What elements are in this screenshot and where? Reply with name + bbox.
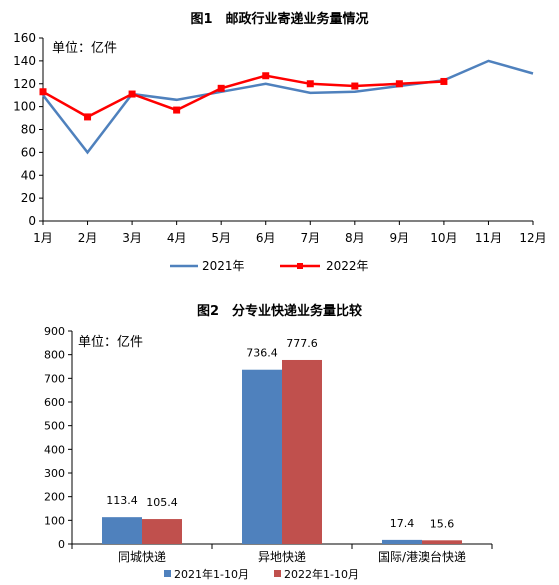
y-tick-label: 120: [13, 77, 36, 91]
bar-2022: [422, 540, 462, 544]
y-tick-label: 400: [44, 443, 65, 456]
x-tick-label: 异地快递: [258, 550, 306, 564]
bar-value-label: 777.6: [286, 337, 318, 350]
bar-value-label: 15.6: [430, 517, 455, 530]
bar-value-label: 17.4: [390, 517, 415, 530]
series-line-2022: [42, 74, 444, 119]
chart1-title: 图1 邮政行业寄递业务量情况: [190, 12, 369, 27]
y-tick-label: 160: [13, 31, 36, 45]
legend-2022-swatch: [274, 570, 281, 577]
series-point-2022: [84, 113, 92, 121]
series-point-2022: [173, 106, 181, 114]
bar-2021: [102, 517, 142, 544]
y-tick-label: 300: [44, 467, 65, 480]
series-point-2022: [440, 77, 448, 85]
y-tick-label: 20: [21, 191, 36, 205]
line-chart-series: [39, 59, 534, 155]
bar-value-label: 113.4: [106, 494, 138, 507]
bar-2021: [242, 369, 282, 544]
y-tick-label: 0: [28, 214, 36, 228]
bar-2021: [382, 539, 422, 544]
line-chart-y-ticks: 0 20 40 60 80 100 120 140 160: [13, 31, 43, 228]
y-tick-label: 800: [44, 349, 65, 362]
y-tick-label: 60: [21, 145, 36, 159]
legend-2021-label: 2021年: [202, 259, 245, 273]
y-tick-label: 500: [44, 420, 65, 433]
legend-2022-label: 2022年1-10月: [284, 567, 359, 581]
x-tick-label: 11月: [475, 231, 502, 245]
x-tick-label: 1月: [33, 231, 53, 245]
y-tick-label: 0: [58, 538, 65, 551]
series-point-2022: [39, 88, 47, 96]
legend-2021-label: 2021年1-10月: [174, 567, 249, 581]
bar-chart-bars: 113.4 736.4 17.4 105.4 777.6 15.6: [102, 337, 462, 544]
y-tick-label: 140: [13, 54, 36, 68]
x-tick-label: 12月: [519, 231, 546, 245]
x-tick-label: 5月: [211, 231, 231, 245]
legend-2021-swatch: [164, 570, 171, 577]
series-line-2021: [42, 59, 534, 155]
bar-chart-unit-label: 单位：亿件: [78, 335, 143, 350]
y-tick-label: 80: [21, 123, 36, 137]
series-point-2022: [306, 80, 314, 88]
y-tick-label: 600: [44, 396, 65, 409]
bar-value-label: 105.4: [146, 496, 178, 509]
bar-chart-y-ticks: 0 100 200 300 400 500 600 700 800 900: [44, 325, 72, 551]
line-chart-unit-label: 单位：亿件: [52, 41, 117, 56]
series-point-2022: [128, 90, 136, 98]
y-tick-label: 200: [44, 491, 65, 504]
legend-2022-marker: [297, 263, 303, 269]
x-tick-label: 国际/港澳台快递: [378, 549, 466, 564]
x-tick-label: 7月: [300, 231, 320, 245]
x-tick-label: 同城快递: [118, 550, 166, 564]
chart2-title: 图2 分专业快递业务量比较: [196, 304, 363, 319]
line-chart-legend: 2021年 2022年: [170, 259, 369, 273]
series-point-2022: [351, 82, 359, 90]
bar-chart-x-ticks: 同城快递 异地快递 国际/港澳台快递: [71, 544, 493, 564]
y-tick-label: 100: [44, 514, 65, 527]
x-tick-label: 6月: [256, 231, 276, 245]
series-point-2022: [217, 84, 225, 92]
bar-value-label: 736.4: [246, 347, 278, 360]
y-tick-label: 700: [44, 372, 65, 385]
x-tick-label: 8月: [345, 231, 365, 245]
x-tick-label: 2月: [78, 231, 98, 245]
series-point-2022: [395, 80, 403, 88]
x-tick-label: 4月: [167, 231, 187, 245]
bar-chart-legend: 2021年1-10月 2022年1-10月: [164, 567, 359, 581]
series-point-2022: [262, 72, 270, 80]
x-tick-label: 9月: [390, 231, 410, 245]
x-tick-label: 10月: [430, 231, 457, 245]
bar-2022: [142, 519, 182, 544]
legend-2022-label: 2022年: [326, 259, 369, 273]
bar-2022: [282, 359, 322, 544]
line-chart: 0 20 40 60 80 100 120 140 160 1月 2月 3月 4月 5月 6月 7月 8月 9月…: [13, 31, 547, 273]
y-tick-label: 900: [44, 325, 65, 338]
y-tick-label: 40: [21, 168, 36, 182]
x-tick-label: 3月: [122, 231, 142, 245]
line-chart-x-ticks: 1月 2月 3月 4月 5月 6月 7月 8月 9月 10月 11月 12月: [33, 221, 547, 245]
y-tick-label: 100: [13, 100, 36, 114]
